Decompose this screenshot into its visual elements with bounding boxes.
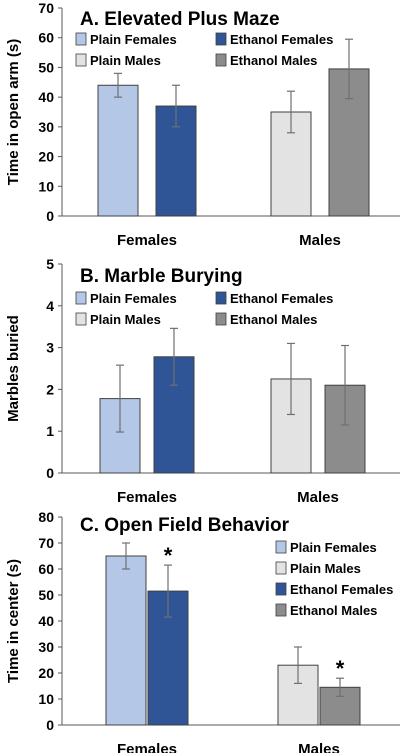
- panel-b: 0 1 2 3 4 5 Marbles buried Females Males B. Marbl…: [5, 256, 400, 506]
- y-tick-label: 1: [46, 423, 54, 439]
- y-axis-title: Time in open arm (s): [5, 39, 22, 185]
- bar-ethanol-females: [155, 105, 197, 217]
- legend-label: Plain Males: [90, 312, 161, 327]
- bar-plain-females: [105, 555, 147, 726]
- legend-label: Ethanol Males: [290, 603, 377, 618]
- panel-title: C. Open Field Behavior: [80, 515, 290, 536]
- legend-swatch-ethanol-females: [215, 32, 227, 46]
- legend: Plain Females Ethanol Females Plain Males E…: [75, 32, 333, 68]
- y-tick-label: 0: [46, 208, 54, 224]
- legend-swatch-plain-females: [75, 291, 87, 305]
- legend-swatch-ethanol-females: [215, 291, 227, 305]
- y-tick-label: 4: [46, 298, 54, 314]
- legend-label: Plain Males: [90, 53, 161, 68]
- y-tick-label: 10: [38, 691, 54, 707]
- legend-label: Plain Females: [290, 540, 377, 555]
- x-category-label: Males: [299, 232, 341, 249]
- legend-swatch-plain-males: [75, 312, 87, 326]
- y-tick-label: 50: [38, 59, 54, 75]
- legend-swatch-ethanol-females: [275, 582, 287, 596]
- legend-swatch-plain-females: [75, 32, 87, 46]
- y-tick-label: 10: [38, 178, 54, 194]
- legend-swatch-plain-males: [275, 561, 287, 575]
- y-tick-label: 40: [38, 89, 54, 105]
- y-tick-label: 60: [38, 30, 54, 46]
- y-tick-label: 70: [38, 0, 54, 16]
- bar-plain-females: [97, 84, 139, 217]
- legend-label: Plain Males: [290, 561, 361, 576]
- y-axis-title: Marbles buried: [5, 315, 22, 422]
- legend: Plain Females Plain Males Ethanol Females E…: [275, 540, 393, 618]
- y-tick-label: 70: [38, 535, 54, 551]
- x-category-label: Females: [117, 489, 177, 506]
- legend-swatch-ethanol-males: [215, 312, 227, 326]
- y-tick-label: 30: [38, 119, 54, 135]
- legend-label: Plain Females: [90, 32, 177, 47]
- y-tick-label: 60: [38, 561, 54, 577]
- y-tick-label: 2: [46, 381, 54, 397]
- x-category-label: Females: [117, 741, 177, 753]
- y-tick-label: 3: [46, 340, 54, 356]
- legend-label: Ethanol Females: [290, 582, 393, 597]
- legend-label: Ethanol Females: [230, 291, 333, 306]
- legend-swatch-plain-males: [75, 53, 87, 67]
- x-category-label: Males: [297, 489, 339, 506]
- panel-title: B. Marble Burying: [80, 266, 243, 287]
- significance-asterisk: *: [164, 543, 173, 568]
- legend-swatch-ethanol-males: [275, 603, 287, 617]
- y-axis-title: Time in center (s): [5, 559, 22, 683]
- panel-c: 0 10 20 30 40 50 60 70 80 Time in center (s) Femal…: [5, 509, 400, 753]
- panel-title: A. Elevated Plus Maze: [80, 9, 280, 30]
- y-tick-label: 5: [46, 256, 54, 272]
- y-tick-label: 20: [38, 149, 54, 165]
- y-tick-label: 30: [38, 639, 54, 655]
- x-category-label: Females: [117, 232, 177, 249]
- y-tick-label: 0: [46, 465, 54, 481]
- legend-label: Ethanol Males: [230, 53, 317, 68]
- legend-swatch-ethanol-males: [215, 53, 227, 67]
- legend-label: Ethanol Females: [230, 32, 333, 47]
- y-tick-label: 50: [38, 587, 54, 603]
- legend-label: Plain Females: [90, 291, 177, 306]
- y-tick-label: 20: [38, 665, 54, 681]
- x-category-label: Males: [298, 741, 340, 753]
- legend-label: Ethanol Males: [230, 312, 317, 327]
- significance-asterisk: *: [336, 656, 345, 681]
- legend: Plain Females Ethanol Females Plain Males E…: [75, 291, 333, 327]
- panel-a: 0 10 20 30 40 50 60 70 Time in open arm (s) Femal…: [5, 0, 400, 249]
- legend-swatch-plain-females: [275, 540, 287, 554]
- y-tick-label: 40: [38, 613, 54, 629]
- y-tick-label: 80: [38, 509, 54, 525]
- y-tick-label: 0: [46, 717, 54, 733]
